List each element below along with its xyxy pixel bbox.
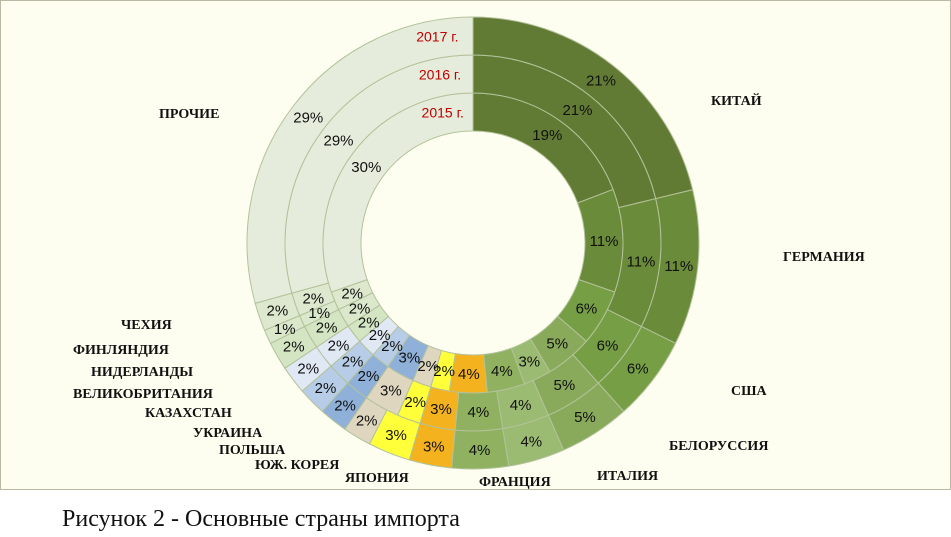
- pct-label-2-белоруссия: 5%: [554, 377, 576, 394]
- pct-label-2-япония: 3%: [430, 401, 452, 418]
- category-label-финляндия: ФИНЛЯНДИЯ: [73, 343, 169, 358]
- pct-label-3-франция: 4%: [469, 442, 491, 459]
- category-label-белоруссия: БЕЛОРУССИЯ: [669, 439, 768, 454]
- pct-label-1-финляндия: 2%: [349, 301, 371, 318]
- category-label-украина: УКРАИНА: [193, 426, 263, 441]
- category-label-япония: ЯПОНИЯ: [345, 471, 409, 486]
- pct-label-1-чехия: 2%: [341, 286, 363, 303]
- category-label-нидерланды: НИДЕРЛАНДЫ: [91, 365, 193, 380]
- category-label-италия: ИТАЛИЯ: [597, 469, 658, 484]
- percent-labels: 19%11%6%5%3%4%4%2%2%3%2%2%2%2%2%30%21%11…: [267, 72, 694, 459]
- category-label-прочие: ПРОЧИЕ: [159, 107, 219, 122]
- pct-label-3-чехия: 2%: [267, 303, 289, 320]
- ring-label-1: 2015 г.: [422, 104, 464, 120]
- ring-label-3: 2017 г.: [416, 29, 458, 45]
- pct-label-1-юж-корея: 2%: [433, 363, 455, 380]
- pct-label-3-япония: 3%: [423, 438, 445, 455]
- pct-label-2-юж-корея: 2%: [404, 394, 426, 411]
- pct-label-2-великобритания: 2%: [328, 337, 350, 354]
- pct-label-1-германия: 11%: [590, 233, 619, 250]
- pct-label-1-украина: 3%: [398, 349, 420, 366]
- ring-label-2: 2016 г.: [419, 66, 461, 82]
- pct-label-3-финляндия: 1%: [274, 321, 296, 338]
- pct-label-2-италия: 4%: [510, 397, 532, 414]
- pct-label-3-китай: 21%: [586, 72, 616, 89]
- category-label-сша: США: [731, 384, 767, 399]
- pct-label-3-германия: 11%: [664, 258, 693, 275]
- pct-label-2-польша: 3%: [380, 383, 402, 400]
- pct-label-3-польша: 2%: [356, 413, 378, 430]
- category-labels: КИТАЙ ГЕРМАНИЯ США БЕЛОРУССИЯ ИТАЛИЯ ФРАНЦИЯ Я…: [73, 92, 865, 489]
- pct-label-3-нидерланды: 2%: [283, 339, 305, 356]
- pct-label-1-япония: 4%: [458, 366, 480, 383]
- pct-label-1-казахстан: 2%: [381, 338, 403, 355]
- pct-label-2-украина: 2%: [358, 368, 380, 385]
- category-label-китай: КИТАЙ: [711, 92, 762, 109]
- pct-label-3-италия: 4%: [520, 434, 542, 451]
- pct-label-2-франция: 4%: [468, 404, 490, 421]
- category-label-польша: ПОЛЬША: [219, 443, 286, 458]
- pct-label-2-казахстан: 2%: [342, 354, 364, 371]
- pct-label-2-германия: 11%: [626, 254, 655, 271]
- pct-label-1-великобритания: 2%: [369, 327, 391, 344]
- pct-label-2-сша: 6%: [597, 337, 619, 354]
- figure-caption: Рисунок 2 - Основные страны импорта: [62, 506, 460, 532]
- slice-3-прочие: [246, 16, 474, 304]
- pct-label-1-польша: 2%: [417, 358, 439, 375]
- pct-label-3-прочие: 29%: [293, 110, 323, 127]
- pct-label-1-франция: 4%: [491, 363, 513, 380]
- pct-label-2-финляндия: 1%: [308, 305, 330, 322]
- pct-label-1-сша: 6%: [576, 301, 598, 318]
- category-label-чехия: ЧЕХИЯ: [121, 318, 172, 333]
- category-label-юж-корея: ЮЖ. КОРЕЯ: [255, 458, 339, 473]
- pct-label-2-нидерланды: 2%: [316, 320, 338, 337]
- rings: [246, 16, 700, 470]
- pct-label-3-великобритания: 2%: [297, 360, 319, 377]
- pct-label-3-украина: 2%: [334, 398, 356, 415]
- pct-label-3-сша: 6%: [627, 360, 649, 377]
- category-label-казахстан: КАЗАХСТАН: [145, 406, 232, 421]
- ring-year-labels: 2015 г. 2016 г. 2017 г.: [416, 29, 464, 121]
- category-label-германия: ГЕРМАНИЯ: [783, 250, 865, 265]
- pct-label-1-нидерланды: 2%: [358, 314, 380, 331]
- pct-label-3-белоруссия: 5%: [574, 409, 596, 426]
- category-label-франция: ФРАНЦИЯ: [479, 475, 551, 489]
- pct-label-3-казахстан: 2%: [315, 380, 337, 397]
- pct-label-1-китай: 19%: [532, 127, 562, 144]
- doughnut-chart: 19%11%6%5%3%4%4%2%2%3%2%2%2%2%2%30%21%11…: [73, 16, 865, 489]
- pct-label-1-италия: 3%: [518, 353, 540, 370]
- pct-label-2-чехия: 2%: [302, 290, 324, 307]
- category-label-великобритания: ВЕЛИКОБРИТАНИЯ: [73, 387, 213, 402]
- pct-label-3-юж-корея: 3%: [385, 427, 407, 444]
- chart-area: 19% 11% 6% 5% 3% 4% 4% 2% 2% 3% 2% 2% 2% 2% 2% 30% 21% 11…: [0, 0, 951, 490]
- pct-label-2-прочие: 29%: [324, 133, 354, 150]
- pct-label-1-белоруссия: 5%: [546, 335, 568, 352]
- pct-label-1-прочие: 30%: [351, 159, 381, 176]
- pct-label-2-китай: 21%: [562, 102, 592, 119]
